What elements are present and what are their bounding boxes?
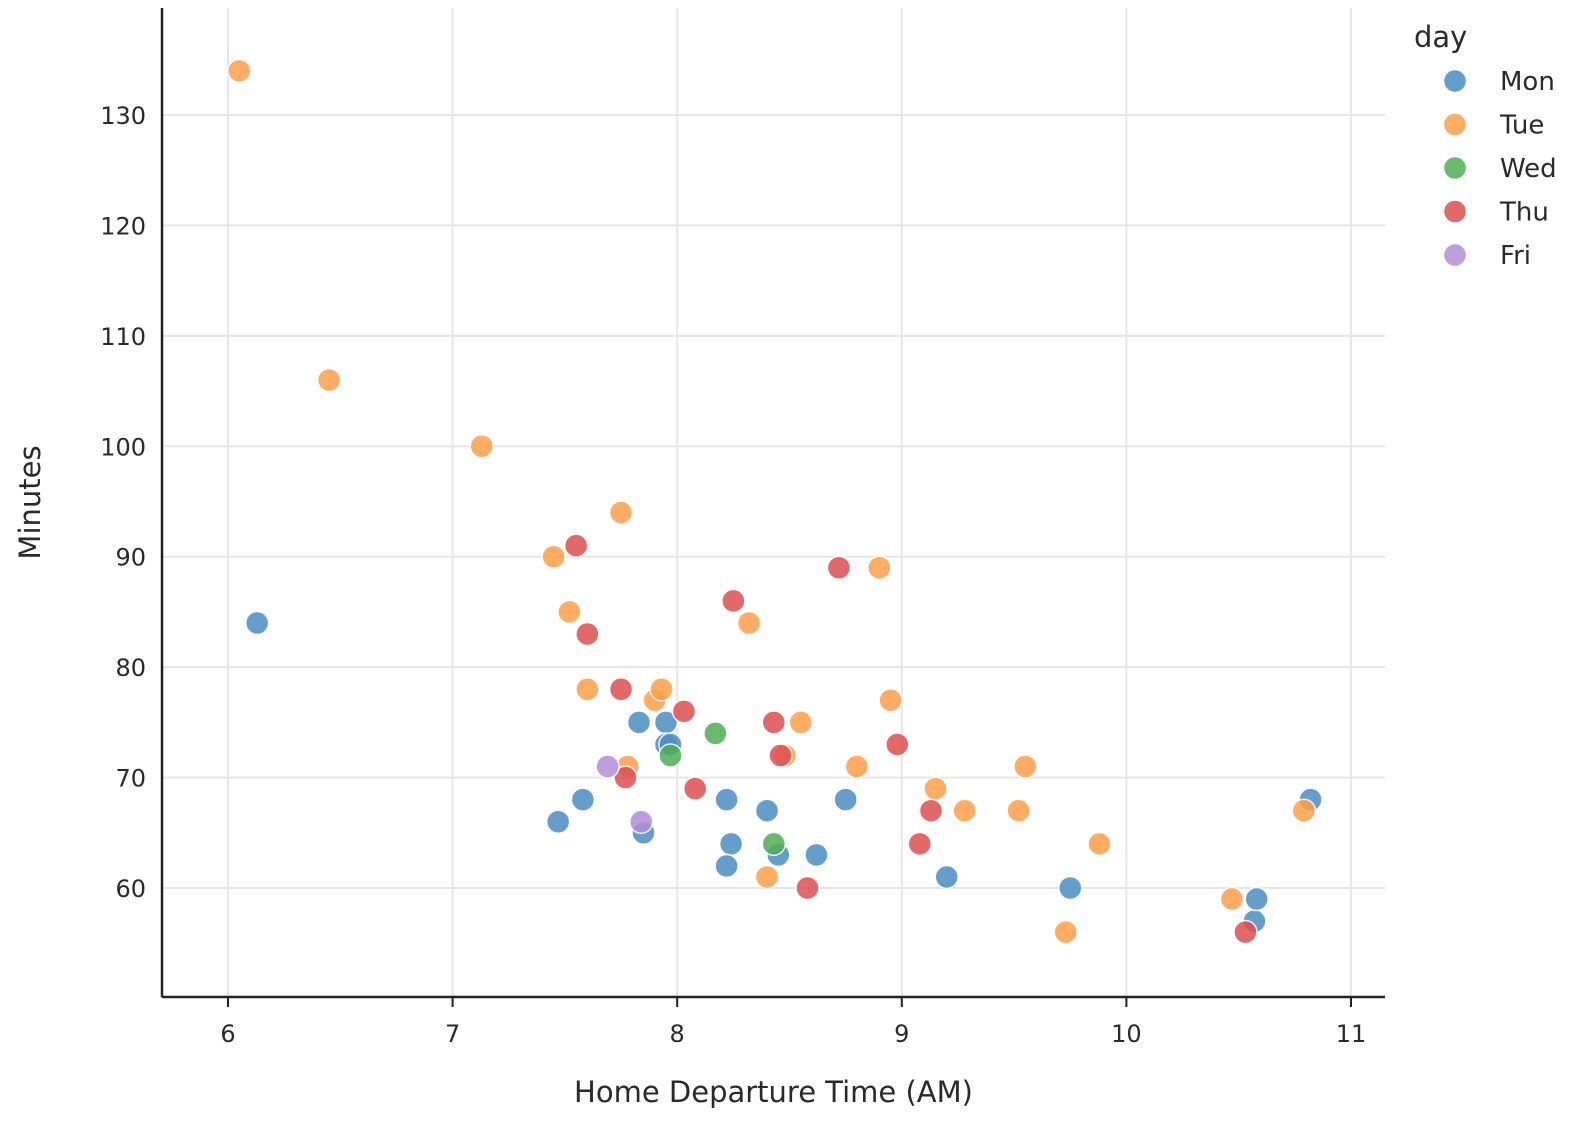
point-tue[interactable] — [1219, 886, 1245, 912]
axes — [160, 8, 1385, 1007]
point-tue[interactable] — [469, 434, 495, 459]
point-mon[interactable] — [626, 710, 652, 735]
point-tue[interactable] — [575, 676, 600, 702]
legend-title: day — [1414, 20, 1467, 54]
point-tue[interactable] — [952, 798, 977, 823]
x-tick-label: 11 — [1336, 1020, 1367, 1048]
point-thu[interactable] — [768, 743, 793, 768]
point-tue[interactable] — [1006, 798, 1031, 823]
point-mon[interactable] — [570, 787, 596, 812]
point-thu[interactable] — [1233, 919, 1258, 945]
legend-item-wed[interactable]: Wed — [1442, 154, 1557, 184]
x-tick-label: 10 — [1111, 1020, 1142, 1048]
point-fri[interactable] — [595, 754, 620, 779]
point-thu[interactable] — [826, 555, 852, 581]
point-tue[interactable] — [867, 555, 892, 581]
point-mon[interactable] — [934, 864, 959, 890]
point-tue[interactable] — [736, 610, 762, 636]
point-tue[interactable] — [226, 58, 252, 84]
point-tue[interactable] — [1087, 831, 1112, 857]
point-tue[interactable] — [541, 544, 566, 569]
data-points — [226, 58, 1323, 945]
y-tick-label: 70 — [115, 765, 146, 793]
point-thu[interactable] — [907, 831, 933, 857]
legend-item-mon[interactable]: Mon — [1442, 67, 1555, 97]
y-tick-label: 130 — [100, 102, 146, 130]
point-wed[interactable] — [761, 831, 787, 857]
legend[interactable]: day Mon Tue Wed Thu Fri — [1414, 20, 1557, 271]
point-tue[interactable] — [844, 754, 870, 779]
point-mon[interactable] — [833, 787, 858, 812]
point-mon[interactable] — [714, 853, 739, 879]
legend-label: Mon — [1500, 67, 1555, 97]
point-thu[interactable] — [613, 765, 638, 790]
point-wed[interactable] — [658, 743, 683, 768]
point-mon[interactable] — [545, 809, 571, 834]
legend-label: Thu — [1499, 198, 1549, 228]
point-mon[interactable] — [804, 842, 829, 868]
legend-marker — [1442, 112, 1468, 137]
legend-item-fri[interactable]: Fri — [1442, 241, 1531, 271]
point-tue[interactable] — [1013, 754, 1038, 779]
point-mon[interactable] — [714, 787, 739, 812]
point-tue[interactable] — [923, 776, 948, 801]
y-axis-title: Minutes — [13, 445, 47, 559]
y-tick-label: 90 — [115, 544, 146, 572]
legend-label: Wed — [1500, 154, 1557, 184]
point-mon[interactable] — [1058, 875, 1083, 901]
point-tue[interactable] — [754, 864, 780, 890]
point-thu[interactable] — [721, 588, 746, 614]
point-tue[interactable] — [649, 676, 674, 702]
y-tick-label: 110 — [100, 323, 146, 351]
point-tue[interactable] — [1291, 798, 1317, 823]
x-tick-label: 7 — [445, 1020, 460, 1048]
point-wed[interactable] — [703, 721, 728, 746]
point-thu[interactable] — [671, 699, 697, 724]
legend-label: Tue — [1499, 111, 1544, 141]
tick-labels: 6 7 8 9 10 11 60 70 80 90 100 110 120 130 — [100, 102, 1366, 1048]
legend-marker — [1442, 199, 1468, 224]
x-axis-title: Home Departure Time (AM) — [574, 1075, 973, 1109]
point-tue[interactable] — [557, 599, 582, 625]
point-tue[interactable] — [316, 367, 342, 393]
point-tue[interactable] — [878, 688, 903, 713]
legend-marker — [1442, 242, 1468, 268]
y-tick-label: 80 — [115, 654, 146, 682]
point-thu[interactable] — [608, 676, 634, 702]
point-fri[interactable] — [629, 809, 654, 834]
point-thu[interactable] — [761, 710, 787, 735]
point-thu[interactable] — [885, 732, 910, 757]
x-tick-label: 8 — [670, 1020, 685, 1048]
legend-item-thu[interactable]: Thu — [1442, 198, 1549, 228]
x-tick-label: 9 — [894, 1020, 909, 1048]
point-tue[interactable] — [608, 500, 634, 525]
legend-item-tue[interactable]: Tue — [1442, 111, 1545, 141]
y-tick-label: 120 — [100, 212, 146, 240]
point-mon[interactable] — [718, 831, 744, 857]
point-tue[interactable] — [788, 710, 813, 735]
legend-marker — [1442, 68, 1468, 94]
point-mon[interactable] — [1244, 886, 1269, 912]
point-tue[interactable] — [1053, 919, 1079, 945]
y-tick-label: 100 — [100, 433, 146, 461]
point-thu[interactable] — [563, 533, 589, 558]
point-thu[interactable] — [575, 621, 600, 647]
point-thu[interactable] — [918, 798, 944, 823]
x-tick-label: 6 — [220, 1020, 235, 1048]
point-thu[interactable] — [795, 875, 820, 901]
legend-label: Fri — [1500, 241, 1531, 271]
point-mon[interactable] — [244, 610, 270, 636]
y-tick-label: 60 — [115, 875, 146, 903]
point-thu[interactable] — [682, 776, 708, 801]
legend-marker — [1442, 155, 1468, 181]
point-mon[interactable] — [754, 798, 780, 823]
grid — [162, 8, 1385, 997]
